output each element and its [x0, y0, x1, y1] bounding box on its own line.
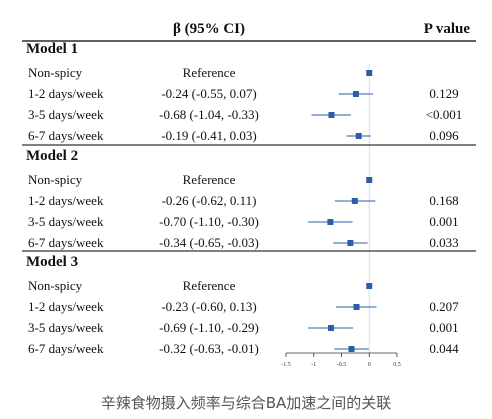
estimate-header: β (95% CI) [173, 21, 245, 37]
estimate-text: Reference [183, 65, 236, 80]
model-heading: Model 1 [26, 41, 78, 57]
pvalue-text: 0.044 [429, 341, 459, 356]
point-estimate-marker [366, 283, 373, 289]
row-label: Non-spicy [28, 65, 83, 80]
row-label: 1-2 days/week [28, 86, 104, 101]
estimate-text: -0.19 (-0.41, 0.03) [161, 128, 256, 143]
point-estimate-marker [328, 112, 335, 118]
estimate-text: -0.26 (-0.62, 0.11) [162, 193, 257, 208]
point-estimate-marker [353, 304, 360, 310]
row-label: 6-7 days/week [28, 128, 104, 143]
x-tick-label: -0.5 [337, 362, 347, 368]
pvalue-text: 0.096 [429, 128, 459, 143]
model-heading: Model 3 [26, 254, 78, 270]
row-label: 1-2 days/week [28, 193, 104, 208]
estimate-text: -0.70 (-1.10, -0.30) [159, 214, 259, 229]
x-tick-label: 0 [368, 362, 371, 368]
row-label: 1-2 days/week [28, 299, 104, 314]
pvalue-text: 0.001 [429, 320, 458, 335]
row-label: Non-spicy [28, 278, 83, 293]
row-label: Non-spicy [28, 172, 83, 187]
row-label: 3-5 days/week [28, 107, 104, 122]
pvalue-text: 0.033 [429, 235, 458, 250]
estimate-text: -0.24 (-0.55, 0.07) [161, 86, 256, 101]
pvalue-text: 0.168 [429, 193, 458, 208]
pvalue-text: <0.001 [426, 107, 463, 122]
row-label: 6-7 days/week [28, 341, 104, 356]
row-label: 6-7 days/week [28, 235, 104, 250]
pvalue-header: P value [424, 21, 471, 37]
estimate-text: Reference [183, 172, 236, 187]
estimate-text: -0.68 (-1.04, -0.33) [159, 107, 259, 122]
pvalue-text: 0.207 [429, 299, 459, 314]
point-estimate-marker [366, 177, 373, 183]
row-label: 3-5 days/week [28, 214, 104, 229]
forest-plot: β (95% CI) P value Model 1 Non-spicy Referen… [22, 21, 476, 368]
point-estimate-marker [352, 91, 359, 97]
estimate-text: -0.23 (-0.60, 0.13) [161, 299, 256, 314]
figure-caption: 辛辣食物摄入频率与综合BA加速之间的关联 [100, 394, 392, 412]
row-label: 3-5 days/week [28, 320, 104, 335]
point-estimate-marker [347, 240, 354, 246]
estimate-text: -0.32 (-0.63, -0.01) [159, 341, 259, 356]
x-tick-label: -1 [311, 362, 316, 368]
pvalue-text: 0.129 [429, 86, 458, 101]
x-tick-label: -1.5 [281, 362, 291, 368]
point-estimate-marker [351, 198, 358, 204]
point-estimate-marker [348, 346, 355, 352]
estimate-text: -0.69 (-1.10, -0.29) [159, 320, 259, 335]
pvalue-text: 0.001 [429, 214, 458, 229]
model-heading: Model 2 [26, 148, 78, 164]
point-estimate-marker [355, 133, 362, 139]
estimate-text: Reference [183, 278, 236, 293]
point-estimate-marker [327, 325, 334, 331]
point-estimate-marker [366, 70, 373, 76]
x-tick-label: 0.5 [393, 362, 401, 368]
estimate-text: -0.34 (-0.65, -0.03) [159, 235, 259, 250]
point-estimate-marker [327, 219, 334, 225]
